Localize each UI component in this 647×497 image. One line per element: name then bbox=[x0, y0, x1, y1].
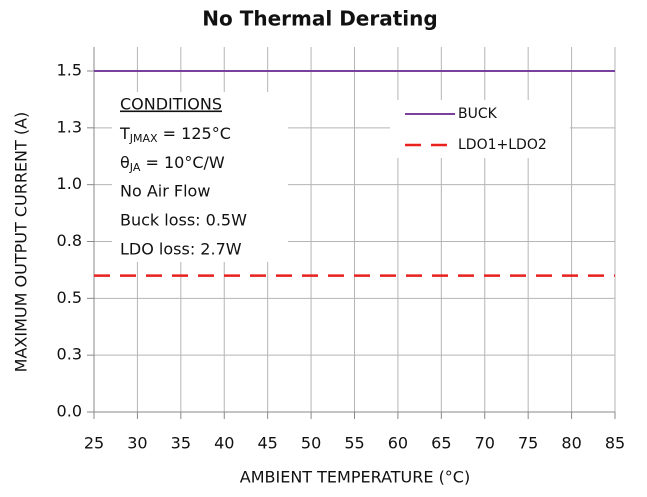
y-tick-label: 0.5 bbox=[57, 288, 82, 307]
condition-rest: = 10°C/W bbox=[140, 153, 225, 172]
x-tick-label: 50 bbox=[301, 434, 321, 453]
y-tick-label: 1.0 bbox=[57, 174, 82, 193]
condition-rest: = 125°C bbox=[158, 124, 231, 143]
x-tick-label: 75 bbox=[518, 434, 538, 453]
y-tick-label: 0.8 bbox=[57, 231, 82, 250]
condition-line: LDO loss: 2.7W bbox=[120, 240, 242, 259]
x-tick-label: 55 bbox=[344, 434, 364, 453]
y-tick-label: 0.0 bbox=[57, 402, 82, 421]
x-tick-label: 60 bbox=[388, 434, 408, 453]
x-axis-label: AMBIENT TEMPERATURE (°C) bbox=[240, 468, 470, 487]
condition-base: θ bbox=[120, 153, 130, 172]
x-tick-label: 80 bbox=[561, 434, 581, 453]
condition-line: TJMAX = 125°C bbox=[119, 124, 231, 146]
x-tick-label: 25 bbox=[84, 434, 104, 453]
conditions-heading: CONDITIONS bbox=[120, 95, 222, 114]
condition-sub: JMAX bbox=[129, 132, 158, 145]
chart-title: No Thermal Derating bbox=[202, 7, 437, 31]
condition-sub: JA bbox=[129, 161, 141, 174]
conditions-box bbox=[112, 92, 288, 262]
x-tick-label: 45 bbox=[257, 434, 277, 453]
legend-box bbox=[390, 100, 570, 158]
condition-line: No Air Flow bbox=[120, 182, 210, 201]
y-axis-label: MAXIMUM OUTPUT CURRENT (A) bbox=[12, 112, 31, 373]
condition-line: Buck loss: 0.5W bbox=[120, 211, 247, 230]
x-tick-label: 85 bbox=[605, 434, 625, 453]
condition-line: θJA = 10°C/W bbox=[120, 153, 225, 175]
legend-label: LDO1+LDO2 bbox=[458, 137, 547, 153]
y-tick-label: 1.3 bbox=[57, 117, 82, 136]
x-tick-label: 40 bbox=[214, 434, 234, 453]
y-tick-label: 0.3 bbox=[57, 345, 82, 364]
x-tick-label: 30 bbox=[127, 434, 147, 453]
legend-label: BUCK bbox=[458, 106, 498, 122]
condition-base: T bbox=[119, 124, 130, 143]
x-tick-label: 35 bbox=[171, 434, 191, 453]
y-tick-label: 1.5 bbox=[57, 61, 82, 80]
x-tick-label: 70 bbox=[475, 434, 495, 453]
x-tick-label: 65 bbox=[431, 434, 451, 453]
